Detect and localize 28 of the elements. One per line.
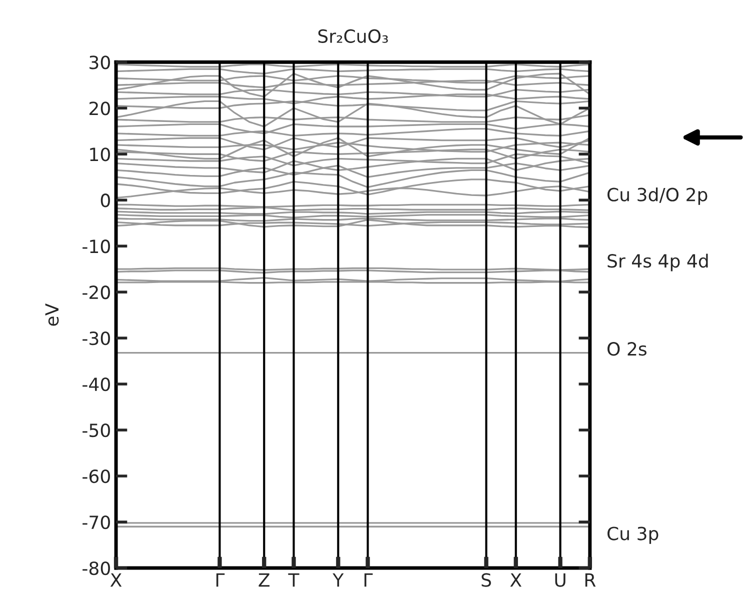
- text: Cu 3p: [608, 526, 658, 544]
- y-tick-label: -20: [82, 286, 110, 300]
- x-tick-label: U: [555, 573, 566, 587]
- y-axis-title: eV: [45, 303, 59, 326]
- x-tick-label: R: [585, 573, 596, 587]
- y-tick-label: 30: [90, 56, 110, 70]
- x-tick-label: X: [110, 573, 122, 587]
- y-tick-label: -50: [82, 423, 110, 438]
- y-tick-label: -80: [82, 561, 110, 576]
- y-tick-label: -40: [82, 378, 110, 392]
- x-tick-label: Γ: [364, 573, 373, 587]
- y-tick-label: 20: [90, 102, 110, 116]
- x-tick-label: Y: [332, 573, 344, 587]
- y-tick-label: -30: [82, 332, 110, 346]
- x-tick-label: S: [482, 573, 491, 587]
- y-tick-label: -70: [82, 515, 110, 530]
- text: O 2s: [608, 342, 646, 356]
- text: Sr 4s 4p 4d: [608, 254, 708, 272]
- text: Cu 3d/O 2p: [608, 187, 708, 205]
- x-tick-label: X: [510, 573, 522, 587]
- y-tick-label: -10: [82, 240, 110, 254]
- y-tick-label: 0: [100, 194, 110, 208]
- chart-title: Sr₂CuO₃: [318, 29, 388, 43]
- x-tick-label: T: [288, 573, 300, 587]
- y-tick-label: -60: [82, 469, 110, 484]
- x-tick-label: Z: [258, 573, 270, 587]
- x-tick-label: Γ: [216, 573, 225, 587]
- y-tick-label: 10: [90, 148, 110, 162]
